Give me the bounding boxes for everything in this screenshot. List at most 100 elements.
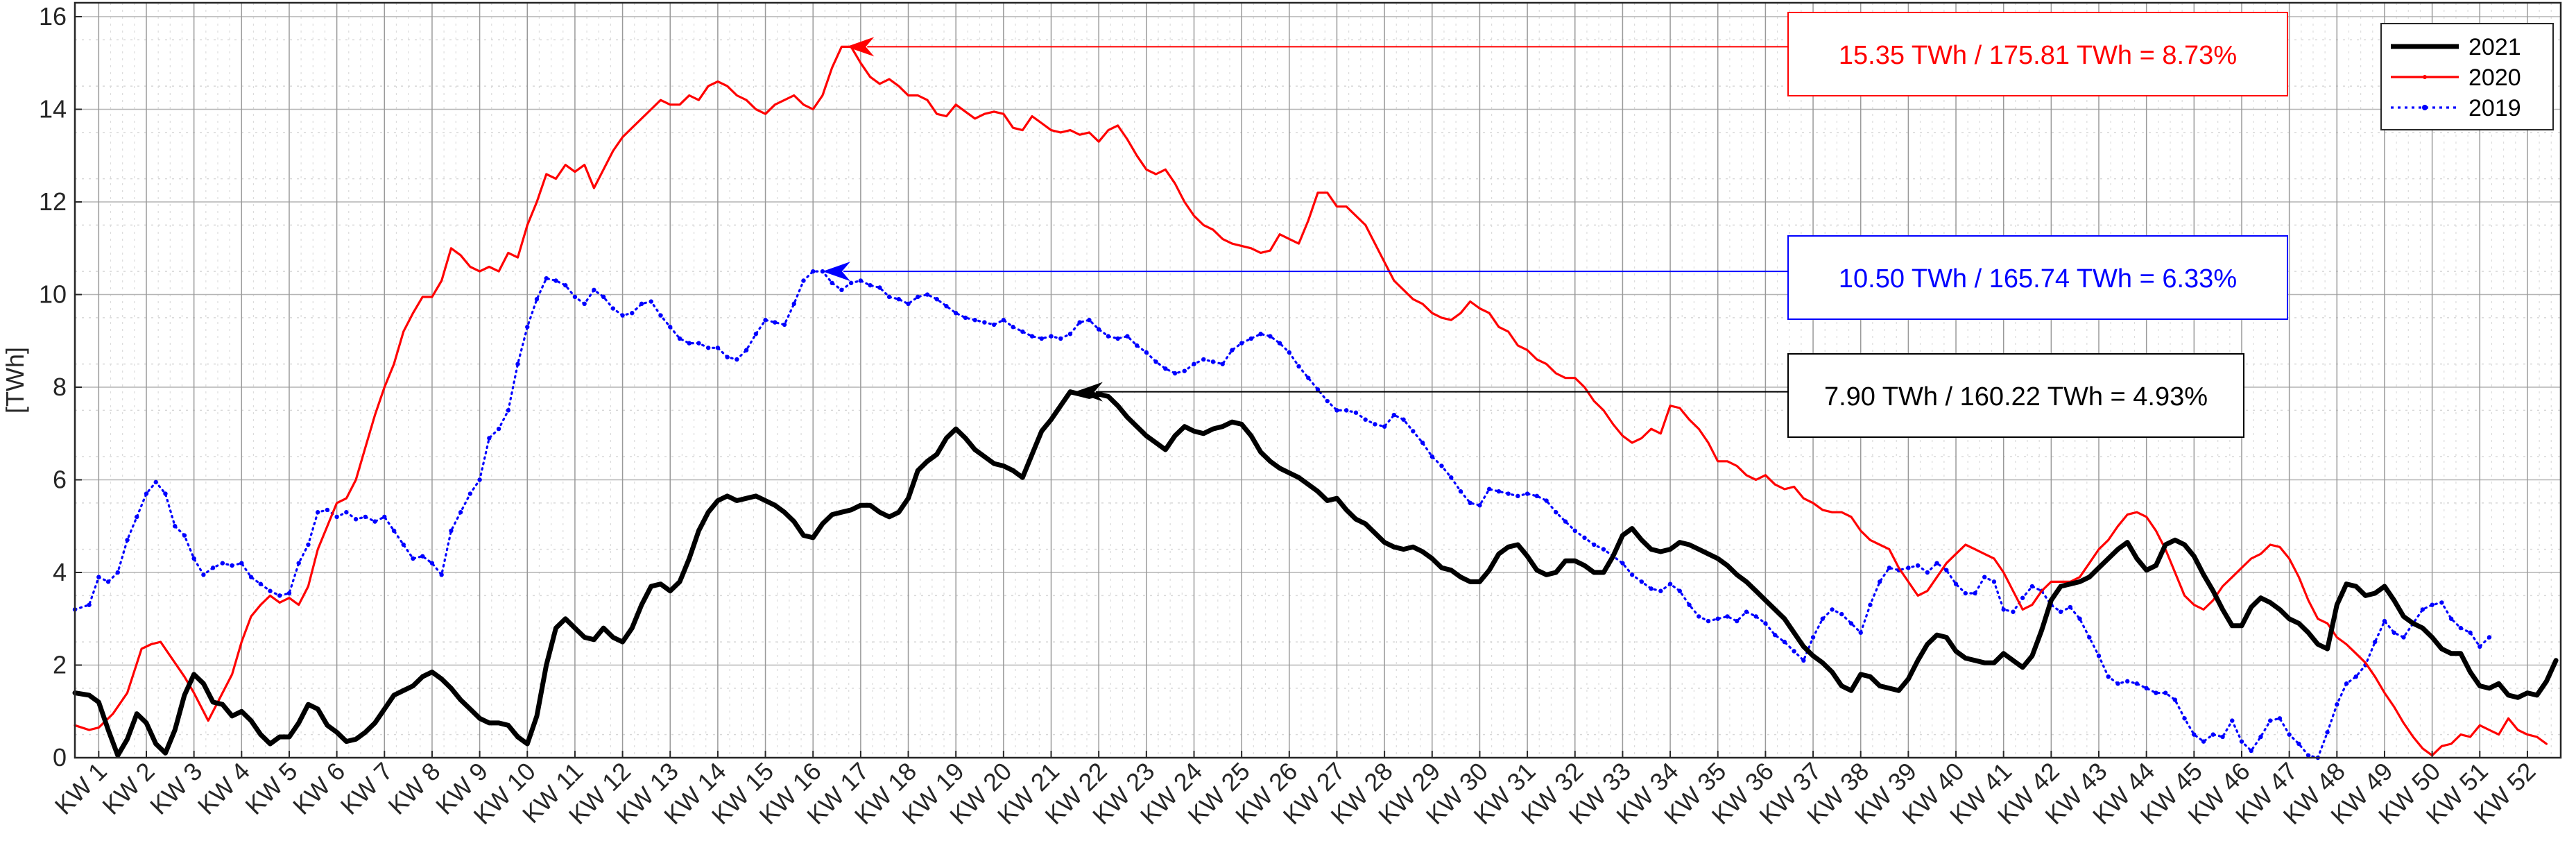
series-2019-marker: [125, 538, 130, 543]
series-2019-marker: [1582, 535, 1587, 541]
y-axis-label: [TWh]: [1, 347, 29, 414]
series-2019-marker: [877, 285, 882, 290]
legend: 2021 2020 2019: [2380, 23, 2554, 130]
series-2019-marker: [1353, 410, 1359, 415]
series-2019-marker: [2106, 674, 2111, 679]
series-2019-marker: [1001, 318, 1006, 323]
series-2019-marker: [1982, 575, 1987, 579]
series-2019-marker: [1220, 362, 1225, 366]
series-2019-marker: [382, 514, 387, 520]
series-2019-marker: [1153, 359, 1158, 364]
series-2019-marker: [525, 325, 530, 330]
annotation-arrowhead: [1074, 382, 1103, 402]
series-2019-marker: [144, 491, 149, 496]
y-tick-label: 6: [53, 466, 67, 494]
series-2019-marker: [944, 304, 949, 309]
series-2019-marker: [1620, 561, 1625, 566]
series-2019-marker: [1343, 408, 1349, 413]
series-2019-marker: [916, 294, 920, 300]
series-2019-marker: [372, 519, 377, 524]
series-2019-marker: [1725, 614, 1730, 619]
series-2019-marker: [2296, 741, 2301, 747]
series-2019-marker: [1411, 429, 1416, 434]
series-2019-marker: [1506, 491, 1511, 496]
y-tick-label: 10: [39, 280, 67, 309]
series-2019-marker: [2487, 635, 2492, 640]
series-2019-marker: [1572, 528, 1577, 534]
series-2019-marker: [782, 322, 787, 328]
series-2019-marker: [172, 524, 178, 529]
series-2019-marker: [1096, 327, 1101, 332]
series-2019-marker: [1182, 368, 1187, 373]
series-2019-marker: [630, 311, 635, 316]
series-2019-marker: [87, 602, 92, 607]
series-2019-marker: [1496, 488, 1502, 494]
legend-label-2021: 2021: [2468, 34, 2521, 60]
series-2019-marker: [268, 588, 273, 593]
series-2019-marker: [982, 320, 987, 325]
series-2019-marker: [1906, 566, 1911, 570]
series-2019-marker: [963, 315, 968, 321]
series-2019-marker: [1049, 334, 1054, 339]
series-2019-marker: [696, 341, 701, 346]
series-2019-marker: [1639, 579, 1645, 584]
series-2019-marker: [563, 282, 568, 288]
series-2019-marker: [1373, 422, 1377, 427]
series-2019-marker: [2478, 644, 2482, 649]
series-2019-marker: [363, 514, 368, 520]
series-2019-marker: [334, 514, 339, 520]
series-2019-marker: [735, 357, 739, 362]
series-2019-marker: [1296, 364, 1301, 369]
series-2019-marker: [2172, 697, 2178, 702]
series-2019-marker: [1858, 630, 1863, 635]
series-2019-marker: [496, 426, 501, 432]
series-2019-marker: [773, 320, 778, 325]
series-2019-marker: [1629, 572, 1635, 577]
series-2019-marker: [1268, 334, 1273, 339]
series-2019-marker: [1172, 371, 1178, 376]
series-2019-marker: [1125, 334, 1130, 339]
series-2019-marker: [1315, 387, 1321, 392]
series-2019-marker: [2154, 690, 2158, 695]
series-2019-marker: [2267, 718, 2273, 723]
y-tick-label: 8: [53, 373, 67, 401]
series-2019-marker: [1563, 519, 1568, 524]
series-2019-marker: [296, 561, 301, 566]
series-2019-marker: [2068, 604, 2073, 610]
series-2019-marker: [1744, 609, 1749, 614]
series-2019-marker: [1067, 332, 1073, 337]
series-2019-marker: [1458, 488, 1463, 494]
series-2019-marker: [1477, 503, 1482, 508]
series-2019-marker: [1192, 362, 1196, 366]
series-2019-marker: [848, 280, 854, 286]
series-2019-marker: [2401, 635, 2406, 640]
series-2019-marker: [1792, 649, 1796, 654]
series-2019-marker: [1058, 336, 1063, 341]
series-2019-marker: [1439, 464, 1444, 468]
series-2019-marker: [925, 292, 930, 297]
series-2019-marker: [811, 269, 816, 274]
series-2019-marker: [1210, 359, 1216, 364]
series-2019-marker: [2382, 618, 2387, 624]
series-2019-marker: [1144, 350, 1149, 355]
series-2019-marker: [972, 318, 977, 323]
series-2019-marker: [2258, 734, 2263, 740]
series-2019-marker: [1544, 498, 1549, 503]
series-2019-marker: [1953, 581, 1959, 586]
series-2019-line: [74, 270, 2491, 759]
series-2019-marker: [210, 566, 216, 570]
series-2019-marker: [1753, 614, 1758, 619]
series-2019-marker: [1087, 318, 1092, 323]
series-2019-marker: [1134, 343, 1140, 348]
series-2019-marker: [1391, 412, 1397, 418]
series-2019-marker: [1039, 336, 1044, 341]
series-2019-marker: [658, 313, 663, 318]
series-2019-marker: [906, 301, 911, 307]
series-2019-marker: [2277, 716, 2283, 721]
series-2019-marker: [582, 301, 587, 307]
series-2019-marker: [1601, 547, 1606, 552]
series-2019-marker: [1877, 579, 1882, 584]
series-2019-marker: [620, 313, 625, 318]
series-2019-marker: [2448, 616, 2454, 621]
series-2019-marker: [2373, 639, 2378, 645]
